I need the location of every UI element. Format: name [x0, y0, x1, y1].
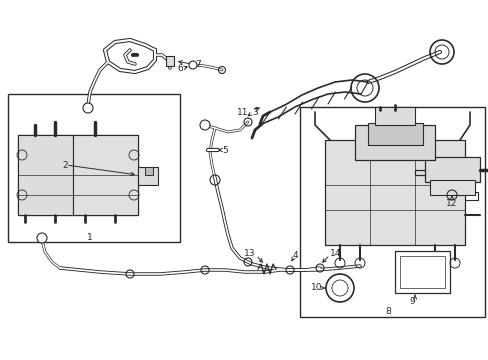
Bar — [18, 135, 73, 215]
Circle shape — [37, 233, 47, 243]
Bar — [399, 256, 444, 288]
Bar — [374, 107, 414, 125]
Bar — [367, 123, 422, 145]
Text: 10: 10 — [310, 284, 321, 292]
Bar — [165, 56, 174, 66]
Text: 5: 5 — [222, 145, 227, 154]
Bar — [325, 140, 464, 245]
Text: 7: 7 — [195, 59, 201, 68]
Bar — [138, 167, 158, 185]
Text: 12: 12 — [446, 198, 457, 207]
Text: 14: 14 — [329, 248, 341, 257]
Circle shape — [83, 103, 93, 113]
Bar — [429, 180, 474, 195]
Bar — [8, 94, 180, 242]
Text: 13: 13 — [243, 248, 254, 257]
Bar — [145, 167, 153, 175]
Circle shape — [200, 120, 209, 130]
Bar — [354, 125, 434, 160]
Text: 8: 8 — [385, 307, 390, 316]
Text: 4: 4 — [292, 251, 297, 260]
Text: 1: 1 — [87, 233, 93, 242]
Bar — [299, 107, 484, 317]
Text: 3: 3 — [252, 108, 257, 117]
Text: 11: 11 — [236, 108, 247, 117]
Bar — [424, 157, 479, 182]
Circle shape — [189, 61, 197, 69]
Bar — [73, 135, 138, 215]
Bar — [18, 135, 138, 215]
Text: 9: 9 — [408, 297, 414, 306]
Text: 2: 2 — [62, 161, 68, 170]
Bar — [394, 251, 449, 293]
Text: 6: 6 — [177, 63, 183, 72]
